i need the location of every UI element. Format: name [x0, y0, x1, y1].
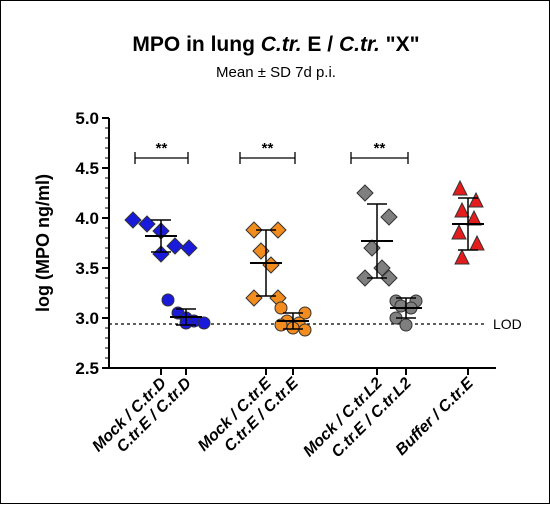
title-part: E / — [302, 33, 339, 56]
data-point — [380, 208, 398, 226]
data-point — [452, 179, 468, 196]
data-point — [269, 221, 287, 239]
data-point — [454, 248, 470, 265]
data-point — [356, 269, 374, 287]
data-point — [245, 221, 263, 239]
lod-label: LOD — [493, 316, 522, 332]
data-point — [245, 289, 263, 307]
title-part: C.tr. — [339, 33, 380, 56]
data-point — [298, 323, 312, 337]
data-point — [466, 209, 482, 226]
chart-title: MPO in lung C.tr. E / C.tr. "X" — [132, 33, 419, 56]
y-tick-label: 5.0 — [75, 109, 99, 128]
significance-label: ** — [262, 140, 274, 157]
significance-label: ** — [374, 140, 386, 157]
chart-subtitle: Mean ± SD 7d p.i. — [216, 64, 336, 81]
data-point — [451, 223, 467, 240]
data-point — [468, 191, 484, 208]
title-part: C.tr. — [261, 33, 302, 56]
y-tick-label: 3.0 — [75, 309, 99, 328]
y-tick-label: 4.5 — [75, 159, 99, 178]
y-axis-title: log (MPO ng/ml) — [33, 174, 53, 312]
data-point — [469, 234, 485, 251]
data-point — [274, 301, 288, 315]
data-point — [399, 318, 413, 332]
data-point — [180, 239, 198, 257]
data-point — [138, 215, 156, 233]
data-point — [124, 211, 142, 229]
data-point — [166, 237, 184, 255]
data-point — [161, 293, 175, 307]
data-point — [356, 184, 374, 202]
significance-label: ** — [156, 140, 168, 157]
y-tick-label: 3.5 — [75, 259, 99, 278]
data-point — [380, 269, 398, 287]
data-point — [197, 316, 211, 330]
title-part: MPO in lung — [132, 33, 260, 56]
data-point — [454, 201, 470, 218]
y-tick-label: 2.5 — [75, 359, 99, 378]
y-tick-label: 4.0 — [75, 209, 99, 228]
title-part: "X" — [380, 33, 420, 56]
